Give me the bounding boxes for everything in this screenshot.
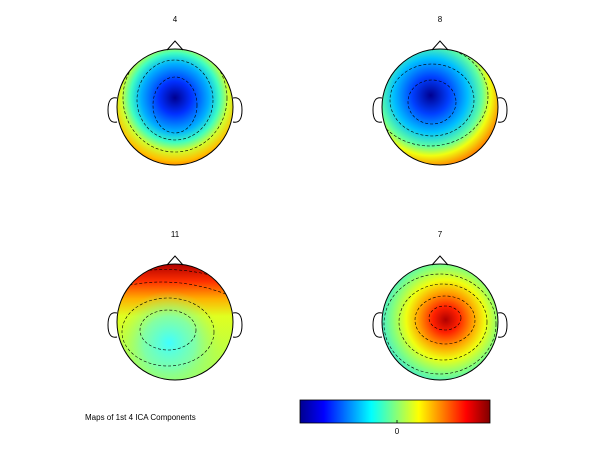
caption: Maps of 1st 4 ICA Components	[85, 413, 196, 422]
scalp-map: 11	[107, 230, 243, 381]
contour	[136, 59, 214, 141]
contour	[382, 49, 489, 147]
nose	[166, 40, 184, 51]
contour	[152, 76, 198, 134]
right-ear	[232, 312, 243, 338]
map-fill	[382, 49, 498, 165]
map-title: 8	[438, 15, 443, 24]
right-ear	[232, 97, 243, 123]
scalp-map: 8	[372, 15, 508, 166]
contour	[122, 49, 228, 153]
head-outline	[116, 263, 234, 381]
contour	[389, 63, 475, 137]
contour	[121, 297, 215, 367]
map-title: 4	[173, 15, 178, 24]
head-outline	[116, 48, 234, 166]
map-fill	[117, 264, 233, 380]
map-fill	[117, 49, 233, 165]
map-title: 11	[171, 230, 180, 239]
contour	[407, 79, 457, 125]
right-ear	[497, 97, 508, 123]
colorbar-tick-label: 0	[395, 427, 400, 436]
left-ear	[107, 97, 118, 123]
left-ear	[372, 312, 383, 338]
left-ear	[107, 312, 118, 338]
nose	[166, 255, 184, 266]
contour	[139, 309, 197, 351]
scalp-map: 7	[372, 230, 508, 381]
right-ear	[497, 312, 508, 338]
head-outline	[381, 263, 499, 381]
head-outline	[381, 48, 499, 166]
nose	[431, 40, 449, 51]
contour	[428, 305, 462, 331]
nose	[431, 255, 449, 266]
contour	[398, 283, 488, 361]
scalp-map: 4	[107, 15, 243, 166]
map-fill	[382, 264, 498, 380]
contour	[383, 273, 497, 375]
map-title: 7	[438, 230, 443, 239]
colorbar	[299, 399, 491, 424]
left-ear	[372, 97, 383, 123]
contour	[414, 295, 476, 345]
